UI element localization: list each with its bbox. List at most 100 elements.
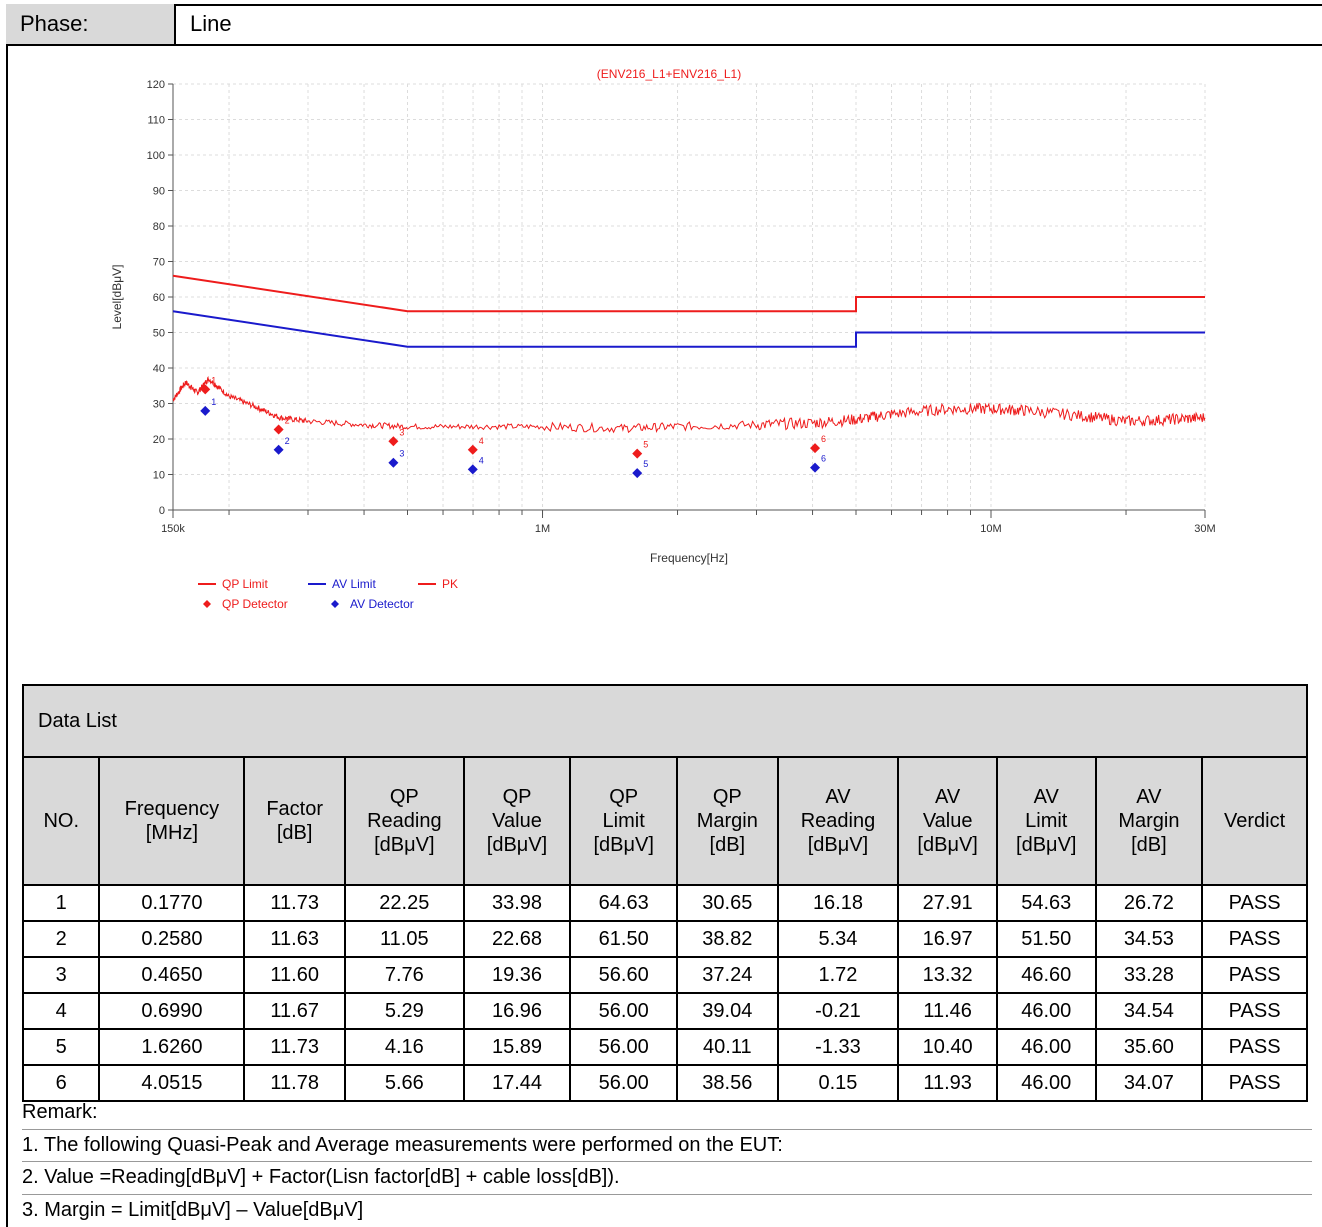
table-cell: 34.07	[1094, 1064, 1204, 1102]
y-tick-label: 110	[147, 115, 165, 127]
header-text: [MHz]	[145, 822, 199, 844]
phase-value: Line	[190, 11, 232, 36]
header-text: [dBμV]	[593, 834, 654, 856]
header-text: Limit	[602, 810, 645, 832]
header-text: QP	[502, 786, 532, 808]
detector-marker	[273, 444, 284, 455]
table-cell: 5.29	[343, 992, 465, 1030]
detector-marker	[632, 468, 643, 479]
table-cell: 11.73	[243, 884, 346, 922]
legend-label: QP Limit	[222, 577, 268, 591]
header-text: QP	[389, 786, 419, 808]
remarks: Remark: 1. The following Quasi-Peak and …	[22, 1097, 1312, 1226]
x-tick-label: 150k	[161, 523, 185, 535]
table-header-row: NO. Frequency [MHz] Factor [dB] QP Reading [dBμ…	[21, 756, 1308, 886]
detector-marker	[810, 462, 821, 473]
table-cell: 22.68	[462, 920, 572, 958]
table-cell: 61.50	[569, 920, 678, 958]
table-cell: PASS	[1201, 956, 1308, 994]
table-cell: 1.72	[776, 956, 900, 994]
table-cell: 51.50	[995, 920, 1097, 958]
table-cell: 11.05	[343, 920, 465, 958]
remark-line-2: 2. Value =Reading[dBμV] + Factor(Lisn fa…	[22, 1162, 1312, 1195]
marker-label: 6	[821, 434, 826, 444]
table-cell: 34.54	[1094, 992, 1204, 1030]
table-cell: 35.60	[1094, 1028, 1204, 1066]
header-cell: QP Reading [dBμV]	[343, 756, 465, 886]
emission-chart: 0 10 20 30 40 50 60 70 80 90 100 110 120 150k 1M 10M 30M…	[8, 48, 1320, 684]
y-tick-label: 10	[153, 470, 165, 482]
table-cell: 54.63	[995, 884, 1097, 922]
table-cell: 3	[21, 956, 101, 994]
table-cell: 5	[21, 1028, 101, 1066]
table-cell: 11.63	[243, 920, 346, 958]
legend-swatch	[331, 600, 339, 608]
table-cell: 1.6260	[98, 1028, 246, 1066]
table-cell: 13.32	[897, 956, 998, 994]
header-cell: QP Value [dBμV]	[462, 756, 572, 886]
header-text: [dBμV]	[917, 834, 978, 856]
data-list-table: Data List NO. Frequency [MHz] Factor [dB] QP R…	[21, 684, 1308, 1102]
table-cell: 34.53	[1094, 920, 1204, 958]
marker-label: 4	[479, 436, 484, 446]
table-cell: 0.2580	[98, 920, 246, 958]
header-cell: AV Limit [dBμV]	[995, 756, 1097, 886]
table-row: 2 0.2580 11.63 11.05 22.68 61.50 38.82 5.34 16.9…	[21, 920, 1308, 958]
y-tick-label: 120	[147, 79, 165, 91]
legend-label: AV Detector	[350, 597, 414, 611]
table-cell: 37.24	[676, 956, 779, 994]
table-cell: 17.44	[462, 1064, 572, 1102]
table-cell: 46.00	[995, 1064, 1097, 1102]
y-tick-label: 0	[159, 505, 165, 517]
detector-marker	[632, 448, 643, 459]
header-text: AV	[825, 786, 851, 808]
table-cell: 10.40	[897, 1028, 998, 1066]
table-row: 3 0.4650 11.60 7.76 19.36 56.60 37.24 1.72 13.32…	[21, 956, 1308, 994]
detector-marker	[388, 436, 399, 447]
detector-marker	[200, 384, 211, 395]
header-cell: NO.	[21, 756, 101, 886]
table-cell: 11.60	[243, 956, 346, 994]
table-cell: 56.60	[569, 956, 678, 994]
table-cell: 11.73	[243, 1028, 346, 1066]
table-cell: -1.33	[776, 1028, 900, 1066]
y-tick-label: 30	[153, 399, 165, 411]
y-axis-label: Level[dBμV]	[110, 265, 124, 330]
header-cell: AV Reading [dBμV]	[776, 756, 900, 886]
table-cell: PASS	[1201, 1064, 1308, 1102]
table-cell: 11.46	[897, 992, 998, 1030]
table-cell: 11.78	[243, 1064, 346, 1102]
marker-label: 1	[211, 397, 216, 407]
table-cell: 46.00	[995, 1028, 1097, 1066]
x-tick-label: 10M	[980, 523, 1001, 535]
detector-marker	[200, 405, 211, 416]
legend-label: AV Limit	[332, 577, 376, 591]
table-row: 5 1.6260 11.73 4.16 15.89 56.00 40.11 -1.33 10.4…	[21, 1028, 1308, 1066]
table-cell: 56.00	[569, 1064, 678, 1102]
header-text: [dBμV]	[486, 834, 548, 856]
detector-marker	[467, 444, 478, 455]
table-row: 6 4.0515 11.78 5.66 17.44 56.00 38.56 0.15 11.93…	[21, 1064, 1308, 1102]
table-cell: 38.82	[676, 920, 779, 958]
remark-line-3: 3. Margin = Limit[dBμV] – Value[dBμV]	[22, 1198, 364, 1221]
header-cell: AV Margin [dB]	[1094, 756, 1204, 886]
header-text: Margin	[1118, 810, 1180, 832]
y-tick-label: 90	[153, 186, 165, 198]
table-cell: 15.89	[462, 1028, 572, 1066]
marker-label: 2	[285, 436, 290, 446]
table-cell: -0.21	[776, 992, 900, 1030]
header-text: QP	[609, 786, 639, 808]
header-text: [dBμV]	[1016, 834, 1077, 856]
phase-label: Phase:	[6, 4, 176, 44]
y-tick-label: 100	[147, 150, 165, 162]
header-cell: QP Margin [dB]	[676, 756, 779, 886]
marker-label: 5	[643, 459, 648, 469]
table-cell: 16.96	[462, 992, 572, 1030]
header-cell: Frequency [MHz]	[98, 756, 246, 886]
header-text: [dBμV]	[374, 834, 435, 856]
table-cell: 7.76	[343, 956, 465, 994]
x-axis-label: Frequency[Hz]	[650, 551, 728, 565]
x-tick-label: 1M	[535, 523, 550, 535]
report-frame	[6, 4, 1322, 1227]
header-text: NO.	[43, 810, 80, 832]
